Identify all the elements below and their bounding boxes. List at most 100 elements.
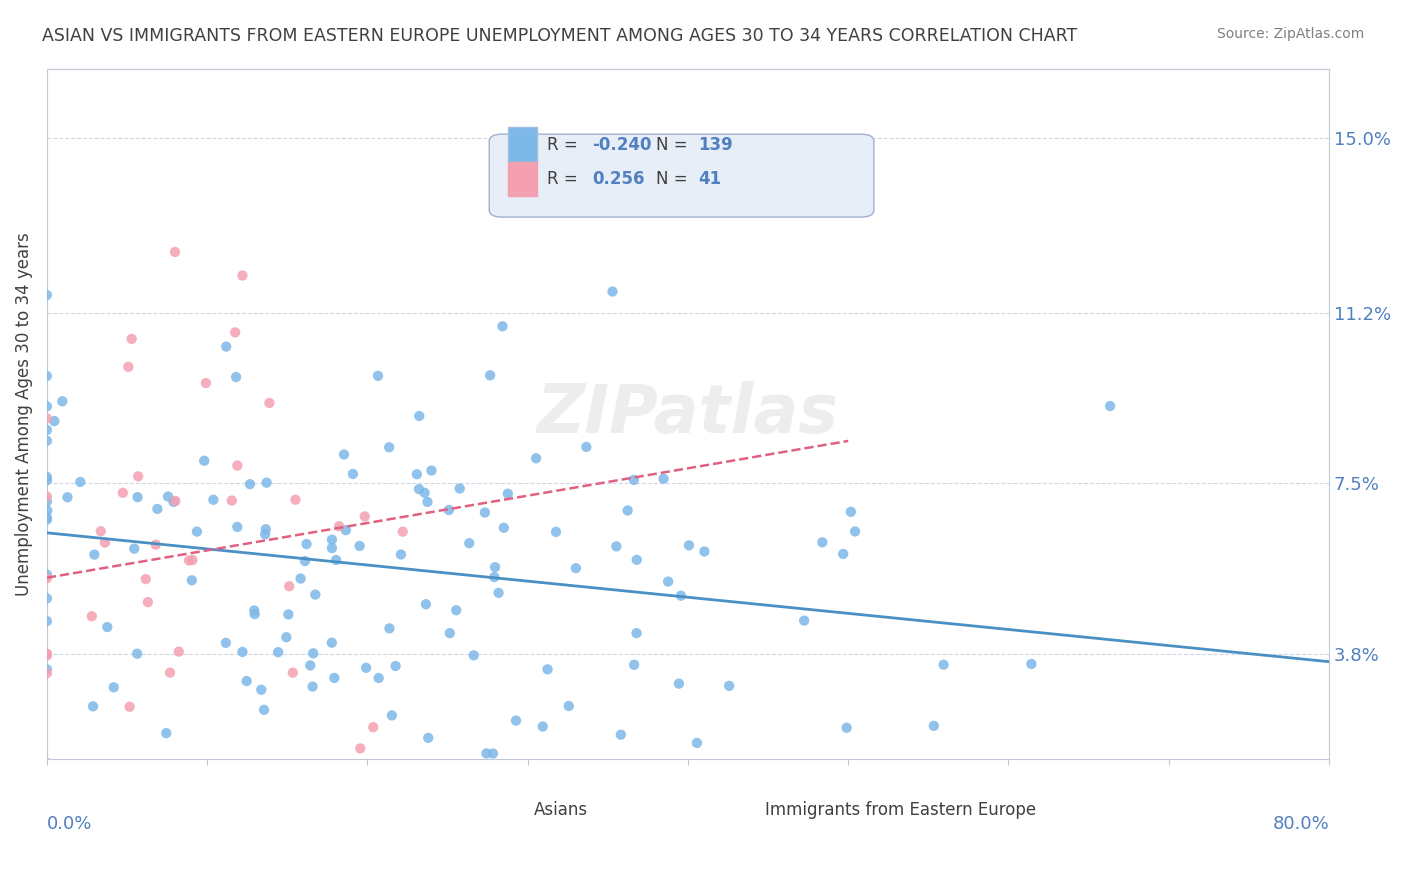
Point <box>484 570 506 584</box>
Point <box>35 494 58 508</box>
Point <box>623 657 645 672</box>
Point <box>35 510 58 524</box>
Point <box>378 440 401 454</box>
Bar <box>733 784 756 811</box>
Point <box>35 789 58 803</box>
Point <box>616 503 638 517</box>
Text: Immigrants from Eastern Europe: Immigrants from Eastern Europe <box>765 801 1036 819</box>
Point <box>558 698 581 713</box>
Point <box>325 553 347 567</box>
Point <box>458 536 481 550</box>
Point <box>626 626 648 640</box>
Point <box>83 548 105 562</box>
Point <box>832 547 855 561</box>
Text: -0.240: -0.240 <box>592 136 651 153</box>
Point <box>389 548 412 562</box>
Point <box>193 454 215 468</box>
Point <box>51 394 73 409</box>
Point <box>76 798 98 813</box>
Point <box>35 411 58 425</box>
Point <box>163 244 186 259</box>
Text: N =: N = <box>655 136 688 153</box>
Point <box>254 527 277 541</box>
Text: 41: 41 <box>699 170 721 188</box>
Point <box>524 451 547 466</box>
Point <box>253 703 276 717</box>
Point <box>146 502 169 516</box>
Text: 0.0%: 0.0% <box>46 814 93 833</box>
Point <box>35 434 58 448</box>
Point <box>44 414 66 428</box>
Point <box>35 567 58 582</box>
Point <box>96 620 118 634</box>
Point <box>408 409 430 423</box>
Point <box>839 505 862 519</box>
Text: N =: N = <box>655 170 688 188</box>
Point <box>35 513 58 527</box>
Point <box>121 332 143 346</box>
Point <box>439 626 461 640</box>
Point <box>349 741 371 756</box>
Bar <box>509 161 537 196</box>
Point <box>932 657 955 672</box>
Point <box>35 666 58 681</box>
Point <box>202 492 225 507</box>
Point <box>103 681 125 695</box>
Point <box>35 400 58 414</box>
Point <box>35 423 58 437</box>
Point <box>35 288 58 302</box>
Point <box>463 648 485 663</box>
Point <box>381 708 404 723</box>
Point <box>657 574 679 589</box>
Point <box>254 522 277 536</box>
Point <box>446 603 468 617</box>
Point <box>284 492 307 507</box>
Point <box>294 554 316 568</box>
Point <box>281 665 304 680</box>
Point <box>231 268 253 283</box>
Point <box>464 798 486 813</box>
Bar <box>509 128 537 161</box>
Point <box>177 553 200 567</box>
Point <box>35 648 58 663</box>
Point <box>56 490 79 504</box>
Point <box>167 644 190 658</box>
Point <box>844 524 866 539</box>
Y-axis label: Unemployment Among Ages 30 to 34 years: Unemployment Among Ages 30 to 34 years <box>15 232 32 596</box>
Point <box>215 636 238 650</box>
Point <box>80 609 103 624</box>
Point <box>811 535 834 549</box>
Point <box>194 376 217 390</box>
Point <box>165 494 187 508</box>
Point <box>623 473 645 487</box>
Point <box>652 472 675 486</box>
Point <box>367 368 389 383</box>
Point <box>231 645 253 659</box>
Point <box>328 519 350 533</box>
Point <box>35 490 58 504</box>
Point <box>162 495 184 509</box>
Point <box>474 506 496 520</box>
Point <box>224 326 246 340</box>
Point <box>159 665 181 680</box>
Point <box>718 679 741 693</box>
Point <box>278 579 301 593</box>
Point <box>492 521 515 535</box>
Point <box>335 523 357 537</box>
Bar <box>502 784 524 811</box>
Point <box>136 595 159 609</box>
Point <box>122 541 145 556</box>
Point <box>531 719 554 733</box>
Point <box>610 728 633 742</box>
Point <box>384 659 406 673</box>
Point <box>418 731 440 745</box>
Text: 0.256: 0.256 <box>592 170 644 188</box>
Point <box>135 572 157 586</box>
Point <box>536 662 558 676</box>
Point <box>117 359 139 374</box>
Point <box>413 485 436 500</box>
Point <box>367 671 389 685</box>
Point <box>235 674 257 689</box>
Point <box>575 440 598 454</box>
Point <box>118 699 141 714</box>
